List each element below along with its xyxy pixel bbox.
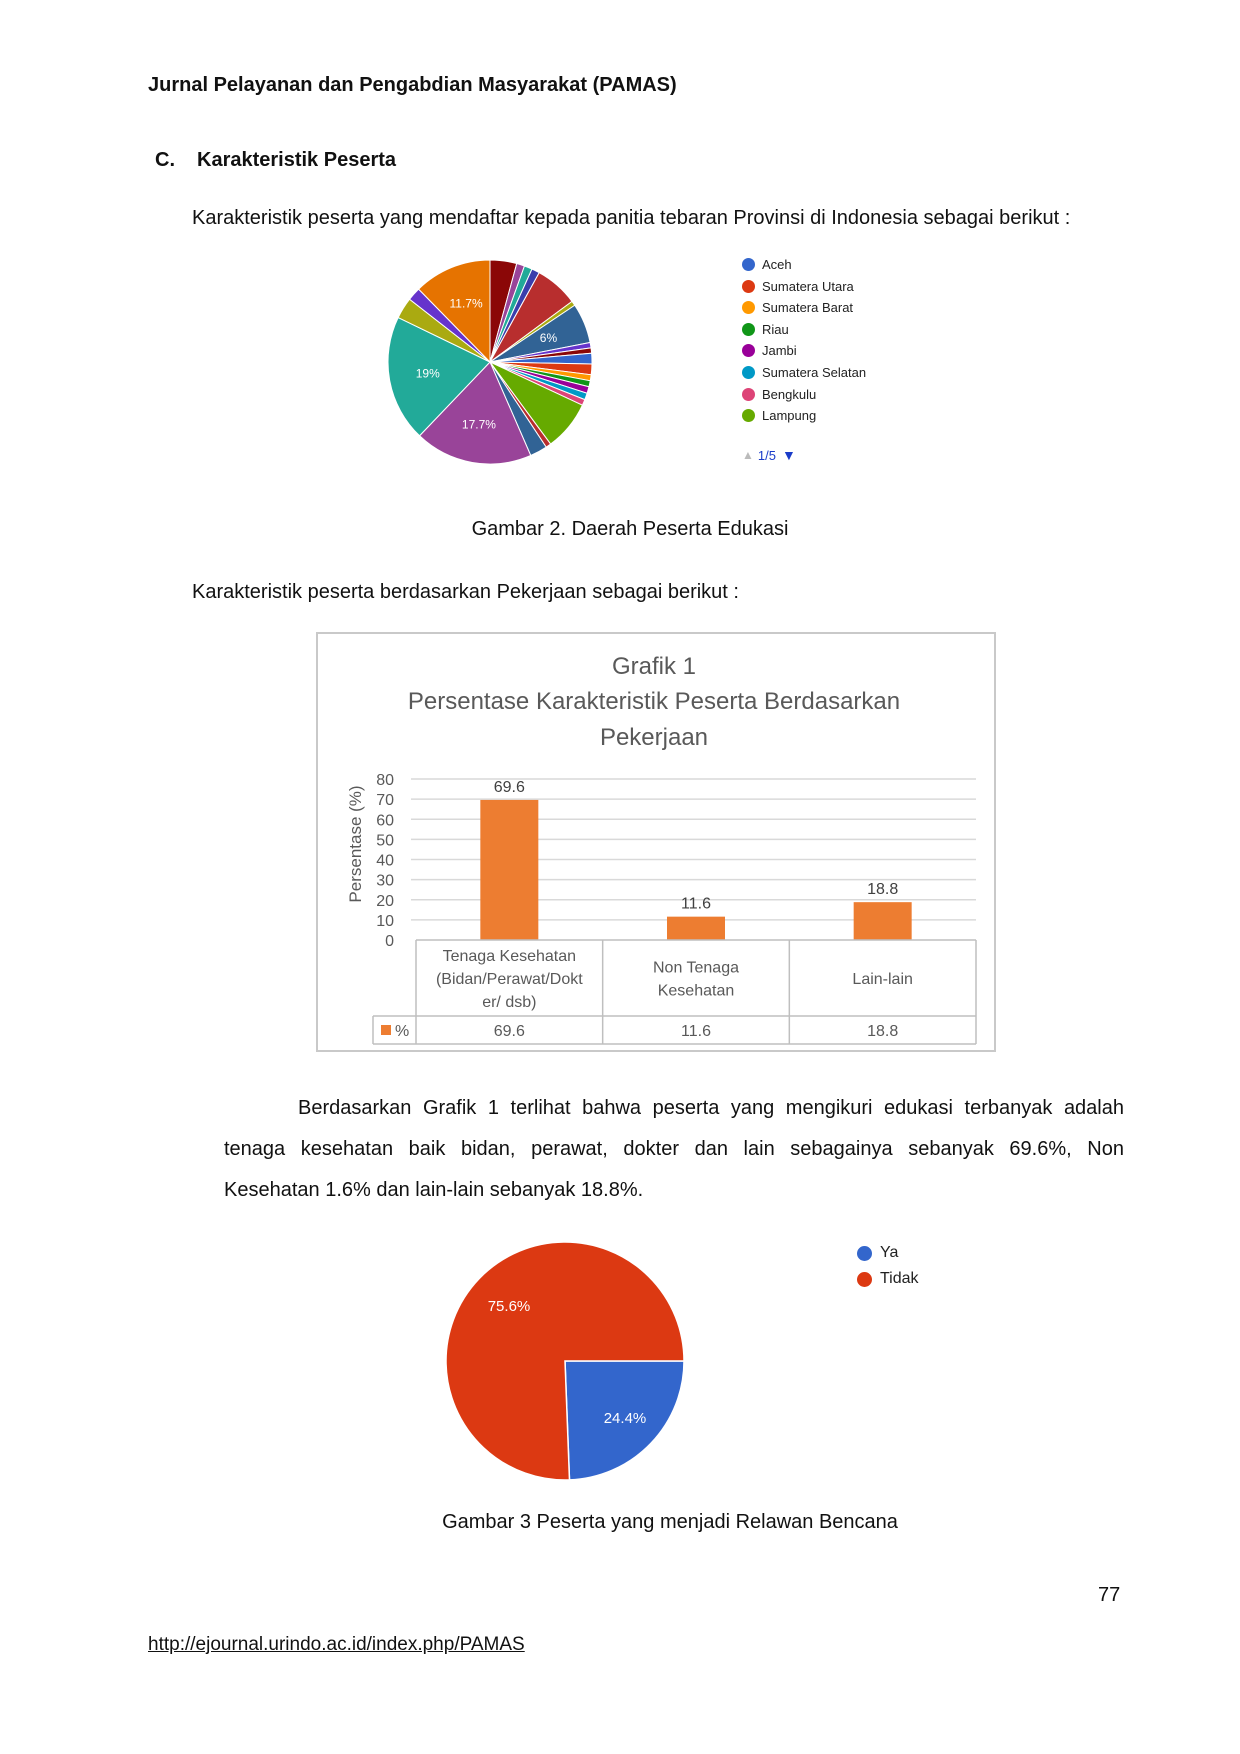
legend-swatch [742,301,755,315]
page-number: 77 [1098,1584,1121,1606]
legend-swatch [742,366,755,379]
legend-item: Ya [857,1244,898,1262]
province-slice-label: 6% [540,331,558,345]
bar-value-label: 18.8 [867,881,898,898]
y-tick-label: 30 [376,873,394,890]
legend-swatch [742,409,755,423]
bar-value-label: 11.6 [681,896,711,913]
pager-text: 1/5 [757,447,776,463]
section-title: Karakteristik Peserta [197,149,397,171]
discussion-line-2: tenaga kesehatan baik bidan, perawat, do… [224,1138,1124,1160]
volunteer-slice [564,1360,685,1481]
y-tick-label: 80 [376,772,394,789]
chart-subtitle-line1: Persentase Karakteristik Peserta Berdasa… [408,688,900,715]
province-slice [417,259,491,364]
legend-label: Jambi [762,343,797,359]
chart-frame [316,632,996,1052]
bar [667,916,725,940]
legend-item: Aceh [742,257,792,272]
legend-item: Sumatera Selatan [742,365,866,380]
province-slice-label: 19% [416,366,440,380]
y-axis-label: Persentase (%) [346,785,365,902]
legend-item: Jambi [742,343,797,358]
bar [480,799,539,940]
legend-swatch [857,1245,872,1261]
legend-swatch [742,387,755,401]
province-pie-chart: 6% 17.7% 19% 11.7% [387,259,593,465]
legend-label: Sumatera Barat [762,300,854,316]
bar-value-label: 69.6 [494,779,525,796]
legend-item: Riau [742,322,789,337]
legend-label: Bengkulu [762,386,817,402]
legend-label: Sumatera Utara [762,278,854,294]
category-label: Non Tenaga [653,960,739,977]
pager-up-icon[interactable]: ▲ [742,448,754,462]
discussion-line-1: Berdasarkan Grafik 1 terlihat bahwa pese… [298,1097,1124,1119]
y-tick-label: 10 [376,913,394,930]
province-slice-label: 11.7% [450,296,483,310]
paragraph-provinces: Karakteristik peserta yang mendaftar kep… [192,207,1071,229]
legend-item: Bengkulu [742,387,816,402]
category-label: Tenaga Kesehatan [443,948,576,965]
legend-label: Riau [762,321,789,337]
bar [853,902,912,940]
figure3-caption: Gambar 3 Peserta yang menjadi Relawan Be… [442,1511,898,1533]
province-slice [387,316,491,437]
journal-url-link[interactable]: http://ejournal.urindo.ac.id/index.php/P… [148,1634,525,1655]
table-value: 69.6 [494,1023,525,1040]
legend-swatch [742,258,755,271]
chart-title: Grafik 1 [612,653,696,680]
journal-title: Jurnal Pelayanan dan Pengabdian Masyarak… [148,74,677,96]
legend-item: Sumatera Utara [742,279,854,294]
discussion-line-3: Kesehatan 1.6% dan lain-lain sebanyak 18… [224,1179,644,1201]
figure2-caption: Gambar 2. Daerah Peserta Edukasi [471,518,789,540]
province-slice-label: 17.7% [462,417,496,431]
y-tick-label: 70 [376,792,394,809]
volunteer-pie-chart: 24.4% 75.6% [445,1241,685,1481]
table-value: 11.6 [681,1023,711,1040]
legend-label: Lampung [762,408,817,424]
volunteer-slice [445,1241,685,1481]
legend-pager[interactable]: ▲ 1/5 ▼ [742,447,796,463]
legend-label: Aceh [762,257,792,272]
province-slice [418,361,532,465]
legend-item: Tidak [857,1270,919,1288]
y-tick-label: 60 [376,812,394,829]
legend-item: Sumatera Barat [742,300,853,315]
volunteer-slice-label: 24.4% [604,1410,647,1427]
table-row-label: % [395,1023,409,1040]
legend-label: Ya [880,1244,899,1261]
y-tick-label: 20 [376,893,394,910]
legend-label: Tidak [880,1270,919,1287]
section-heading: C. Karakteristik Peserta [155,149,396,172]
category-label: Kesehatan [658,983,735,1000]
legend-item: Lampung [742,408,816,423]
occupation-bar-chart: Grafik 1 Persentase Karakteristik Pesert… [316,632,996,1052]
legend-swatch [742,344,755,358]
y-tick-label: 40 [376,853,394,870]
category-label: (Bidan/Perawat/Dokt [436,971,583,988]
category-label: Lain-lain [852,971,912,988]
series-swatch [381,1025,391,1035]
table-value: 18.8 [867,1023,898,1040]
legend-label: Sumatera Selatan [762,365,867,380]
section-letter: C. [155,149,175,171]
legend-swatch [742,279,755,293]
y-tick-label: 0 [385,933,394,950]
volunteer-slice-label: 75.6% [488,1298,531,1315]
paragraph-discussion: Berdasarkan Grafik 1 terlihat bahwa pese… [224,1088,1124,1211]
y-tick-label: 50 [376,832,394,849]
paragraph-occupation: Karakteristik peserta berdasarkan Pekerj… [192,581,739,603]
category-label: er/ dsb) [482,994,536,1011]
legend-swatch [857,1271,872,1287]
chart-subtitle-line2: Pekerjaan [600,724,708,751]
pager-down-icon[interactable]: ▼ [781,447,796,463]
legend-swatch [742,322,755,336]
